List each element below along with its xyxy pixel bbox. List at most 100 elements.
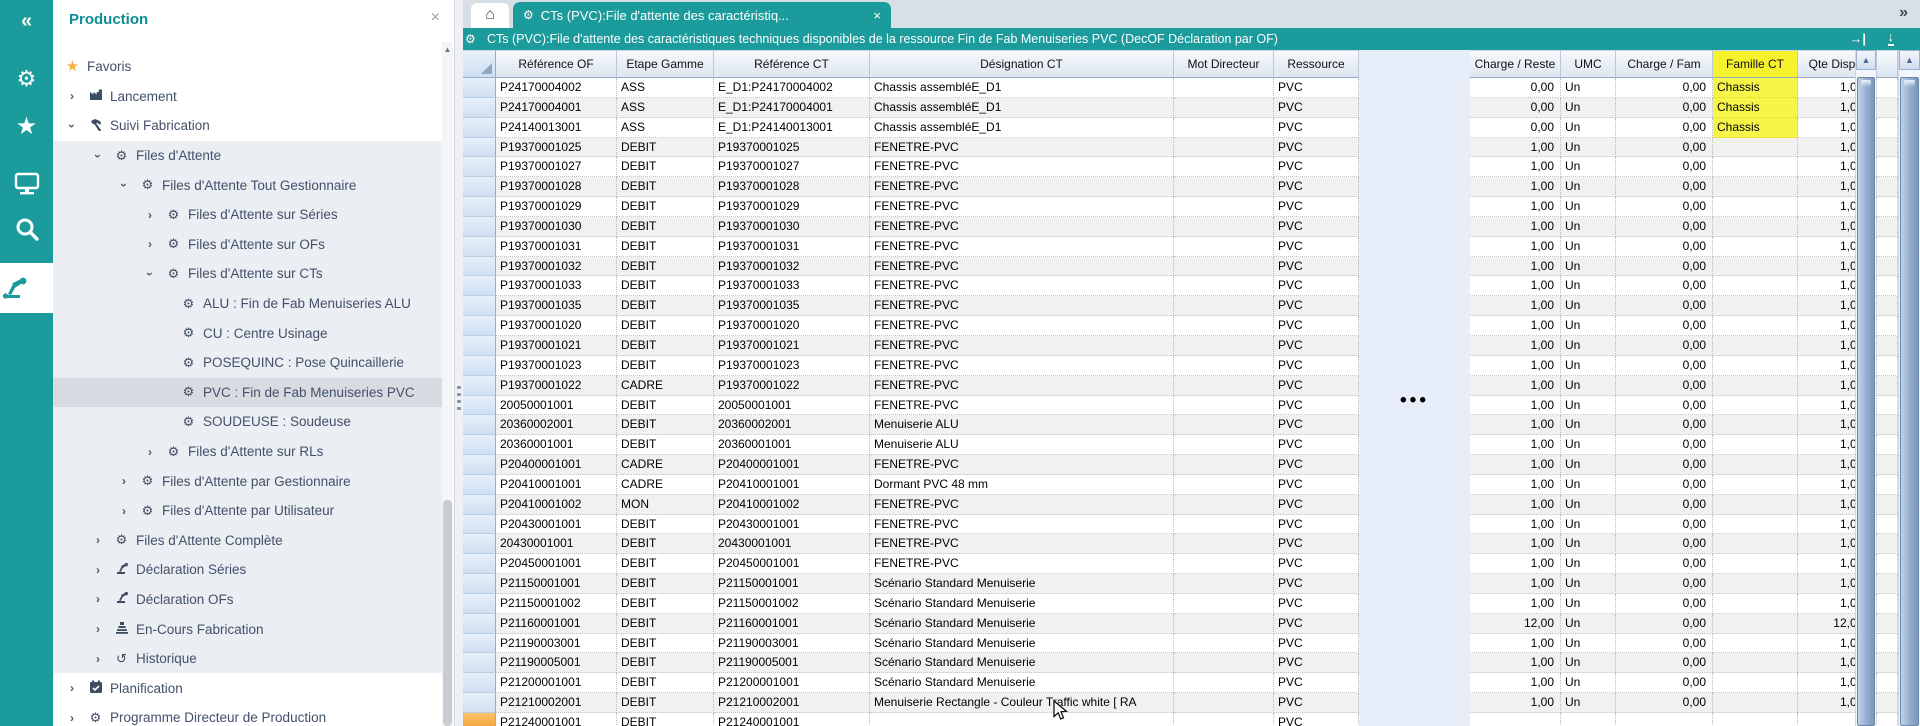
window-vertical-scrollbar[interactable]: ▲ [1898, 50, 1920, 726]
cell[interactable] [1713, 157, 1798, 178]
home-tab[interactable]: ⌂ [471, 3, 509, 28]
cell[interactable] [1174, 455, 1274, 475]
cell[interactable]: P21200001001 [496, 673, 617, 694]
cell[interactable] [1616, 713, 1713, 726]
cell[interactable] [1174, 355, 1274, 376]
panel-splitter[interactable] [455, 0, 463, 726]
cell[interactable]: P19370001033 [496, 276, 617, 297]
cell[interactable]: PVC [1274, 494, 1359, 515]
table-row[interactable]: 20360001001 DEBIT 20360001001 Menuiserie AL… [463, 435, 1920, 456]
cell[interactable]: 0,00 [1616, 613, 1713, 634]
cell[interactable]: Chassis assembléE_D1 [870, 97, 1174, 118]
collapsed-columns-ellipsis[interactable]: ••• [1400, 390, 1429, 411]
cell[interactable]: P21150001001 [714, 574, 870, 594]
cell[interactable]: 1,00 [1470, 494, 1561, 515]
cell[interactable]: DEBIT [617, 236, 714, 257]
row-marker[interactable] [463, 534, 496, 555]
cell[interactable]: 1,00 [1470, 355, 1561, 376]
table-row[interactable]: P21190003001 DEBIT P21190003001 Scénario St… [463, 633, 1920, 654]
chevron-expanded-icon[interactable]: › [65, 123, 79, 128]
cell[interactable]: Scénario Standard Menuiserie [870, 574, 1174, 594]
cell[interactable]: PVC [1274, 593, 1359, 614]
row-marker[interactable] [463, 296, 496, 317]
cell[interactable]: P20450001001 [496, 554, 617, 575]
cell[interactable]: PVC [1274, 276, 1359, 297]
cell[interactable] [1713, 236, 1798, 257]
cell[interactable]: P19370001032 [714, 256, 870, 277]
cell[interactable] [1713, 673, 1798, 694]
tree-item-files-d-attente-sur-rls[interactable]: › ⚙ Files d'Attente sur RLs [53, 436, 442, 467]
cell[interactable] [1174, 197, 1274, 217]
table-row[interactable]: 20360002001 DEBIT 20360002001 Menuiserie AL… [463, 415, 1920, 436]
table-row[interactable]: P21150001002 DEBIT P21150001002 Scénario St… [463, 593, 1920, 614]
cell[interactable]: Un [1561, 673, 1616, 694]
row-marker[interactable] [463, 117, 496, 138]
cell[interactable]: 20050001001 [496, 395, 617, 416]
cell[interactable]: FENETRE-PVC [870, 395, 1174, 416]
cell[interactable]: Un [1561, 335, 1616, 356]
tree-item-favoris[interactable]: ★ Favoris [53, 52, 442, 82]
table-row-partial[interactable]: P21240001001 DEBIT P21240001001 PVC [463, 713, 1920, 726]
robot-arm-icon-active[interactable] [0, 263, 53, 313]
cell[interactable]: Un [1561, 435, 1616, 456]
cell[interactable]: 0,00 [1616, 117, 1713, 138]
cell[interactable]: PVC [1274, 673, 1359, 694]
cell[interactable] [1713, 177, 1798, 198]
chevron-collapsed-icon[interactable]: › [122, 474, 126, 489]
chevron-collapsed-icon[interactable]: › [148, 444, 152, 459]
cell[interactable]: 20430001001 [714, 534, 870, 555]
chevron-collapsed-icon[interactable]: › [96, 622, 100, 637]
cell[interactable]: Un [1561, 177, 1616, 198]
cell[interactable] [1174, 415, 1274, 436]
cell[interactable]: 0,00 [1616, 494, 1713, 515]
cell[interactable]: P19370001021 [496, 335, 617, 356]
cell[interactable]: 1,00 [1470, 236, 1561, 257]
cell[interactable] [1174, 613, 1274, 634]
row-marker[interactable] [463, 157, 496, 178]
cell[interactable]: PVC [1274, 117, 1359, 138]
cell[interactable] [1713, 316, 1798, 336]
cell[interactable]: PVC [1274, 455, 1359, 475]
cell[interactable]: P19370001032 [496, 256, 617, 277]
cell[interactable]: P20430001001 [496, 514, 617, 535]
table-row[interactable]: 20430001001 DEBIT 20430001001 FENETRE-PVC PV… [463, 534, 1920, 555]
cell[interactable]: Un [1561, 633, 1616, 654]
cell[interactable]: FENETRE-PVC [870, 494, 1174, 515]
cell[interactable] [1174, 514, 1274, 535]
cell[interactable]: DEBIT [617, 276, 714, 297]
cell[interactable]: 0,00 [1616, 574, 1713, 594]
cell[interactable]: Un [1561, 395, 1616, 416]
cell[interactable]: Un [1561, 653, 1616, 674]
cell[interactable]: PVC [1274, 613, 1359, 634]
cell[interactable]: 0,00 [1616, 395, 1713, 416]
cell[interactable]: Un [1561, 415, 1616, 436]
cell[interactable]: 1,00 [1470, 216, 1561, 237]
row-marker[interactable] [463, 474, 496, 495]
row-marker[interactable] [463, 97, 496, 118]
cell[interactable]: Un [1561, 474, 1616, 495]
chevron-collapsed-icon[interactable]: › [70, 89, 74, 104]
cell[interactable]: Chassis [1713, 78, 1798, 98]
workstation-monitor-icon[interactable] [0, 172, 53, 201]
table-row[interactable]: P19370001035 DEBIT P19370001035 FENETRE-PVC… [463, 296, 1920, 317]
table-row[interactable]: P19370001020 DEBIT P19370001020 FENETRE-PVC… [463, 316, 1920, 336]
cell[interactable]: MON [617, 494, 714, 515]
cell[interactable]: FENETRE-PVC [870, 335, 1174, 356]
cell[interactable]: 0,00 [1470, 78, 1561, 98]
cell[interactable]: PVC [1274, 415, 1359, 436]
chevron-collapsed-icon[interactable]: › [96, 562, 100, 577]
cell[interactable] [1174, 177, 1274, 198]
window-scroll-up-icon[interactable]: ▲ [1899, 50, 1920, 70]
table-row[interactable]: P24170004002 ASS E_D1:P24170004002 Chassis … [463, 78, 1920, 98]
cell[interactable]: FENETRE-PVC [870, 455, 1174, 475]
table-row[interactable]: P19370001032 DEBIT P19370001032 FENETRE-PVC… [463, 256, 1920, 277]
cell[interactable]: PVC [1274, 693, 1359, 713]
cell[interactable]: DEBIT [617, 574, 714, 594]
cell[interactable]: PVC [1274, 554, 1359, 575]
cell[interactable]: P20410001001 [496, 474, 617, 495]
cell[interactable] [1713, 713, 1798, 726]
cell[interactable]: 0,00 [1616, 78, 1713, 98]
cell[interactable]: FENETRE-PVC [870, 514, 1174, 535]
tab-active[interactable]: ⚙ CTs (PVC):File d'attente des caractéri… [513, 2, 891, 28]
tree-item-files-d-attente-compl-te[interactable]: › ⚙ Files d'Attente Complète [53, 525, 442, 556]
